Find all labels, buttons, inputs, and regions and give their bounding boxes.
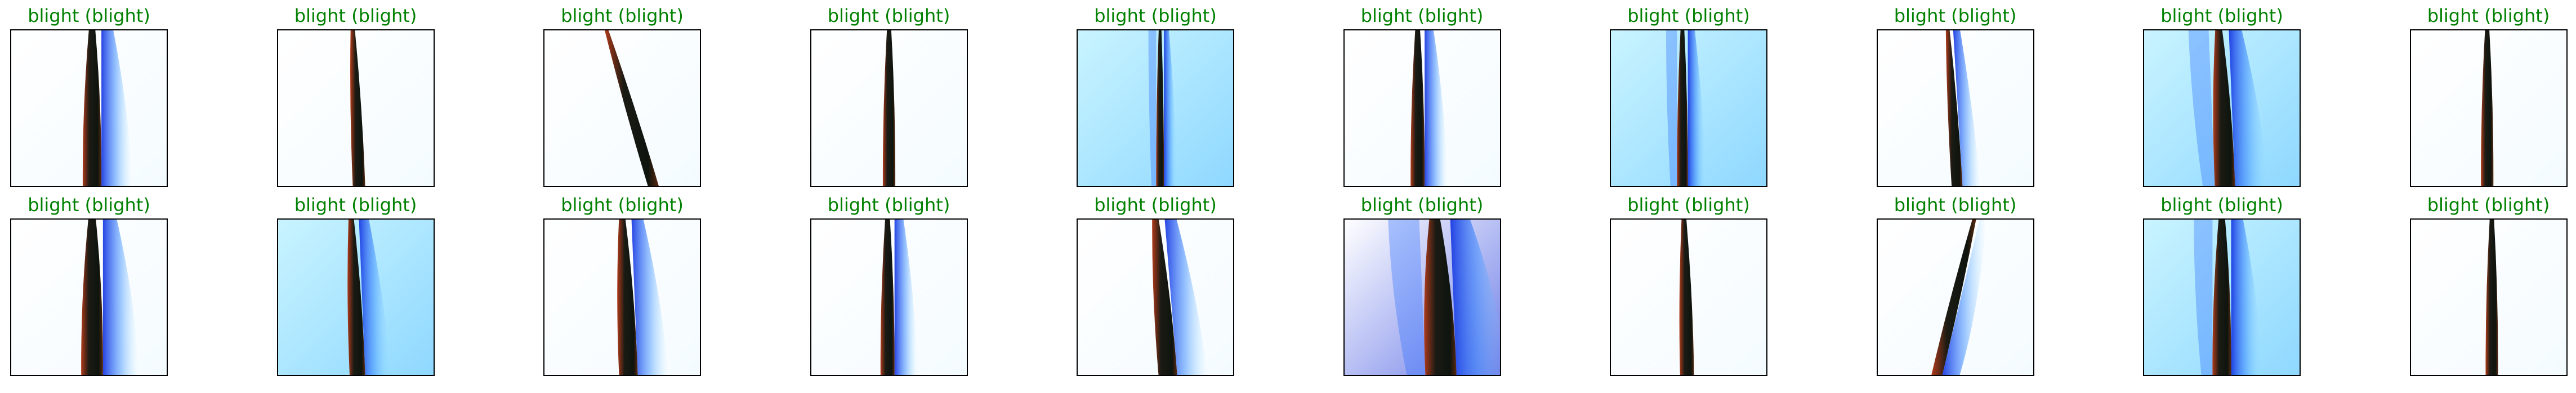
leaf-blade <box>82 30 102 186</box>
leaf-image <box>810 218 968 376</box>
leaf-blade <box>617 220 638 375</box>
leaf-shadow <box>101 30 132 186</box>
leaf-image <box>276 218 435 376</box>
prediction-title: blight (blight) <box>294 194 417 216</box>
leaf-shadow <box>1953 30 1980 186</box>
leaf-shadow <box>1687 30 1706 186</box>
prediction-title: blight (blight) <box>827 5 950 26</box>
prediction-title: blight (blight) <box>1894 194 2017 216</box>
leaf-image <box>2409 218 2568 376</box>
leaf-image <box>1077 218 1234 376</box>
image-background <box>544 30 700 186</box>
prediction-title: blight (blight) <box>294 5 417 26</box>
leaf-blade <box>882 30 895 186</box>
leaf-shadow <box>1164 30 1177 186</box>
leaf-image <box>2143 29 2301 187</box>
leaf-shadow <box>631 220 668 375</box>
leaf-shadow <box>2231 220 2261 375</box>
leaf-image <box>2143 218 2301 376</box>
leaf-blade <box>1423 220 1457 375</box>
prediction-title: blight (blight) <box>28 194 150 216</box>
leaf-blade <box>347 220 365 375</box>
leaf-image <box>1610 218 1767 376</box>
prediction-title: blight (blight) <box>2427 194 2550 216</box>
leaf-shadow <box>1942 220 1986 375</box>
leaf-blade <box>1679 220 1694 375</box>
leaf-image <box>10 29 168 187</box>
leaf-image <box>1876 218 2034 376</box>
prediction-title: blight (blight) <box>2160 194 2283 216</box>
leaf-image <box>1876 29 2034 187</box>
leaf-blade <box>2480 30 2493 186</box>
leaf-shadow <box>1148 30 1157 186</box>
leaf-shadow <box>2229 30 2267 186</box>
leaf-shadow <box>2188 30 2215 186</box>
image-background <box>1078 30 1233 186</box>
prediction-title: blight (blight) <box>28 5 150 26</box>
prediction-title: blight (blight) <box>1360 5 1484 26</box>
prediction-title: blight (blight) <box>561 194 684 216</box>
leaf-image <box>1343 218 1501 376</box>
leaf-shadow <box>2194 220 2213 375</box>
leaf-shadow <box>1450 220 1500 375</box>
leaf-image <box>2409 29 2568 187</box>
leaf-image <box>10 218 168 376</box>
leaf-blade <box>880 220 895 375</box>
leaf-blade <box>605 30 659 186</box>
leaf-shadow <box>894 220 917 375</box>
prediction-title: blight (blight) <box>1627 194 1750 216</box>
prediction-title: blight (blight) <box>1360 194 1484 216</box>
leaf-image <box>1343 29 1501 187</box>
leaf-image <box>276 29 435 187</box>
leaf-image <box>543 218 701 376</box>
prediction-title: blight (blight) <box>1094 194 1217 216</box>
leaf-shadow <box>1164 220 1207 375</box>
leaf-blade <box>1410 30 1425 186</box>
prediction-title: blight (blight) <box>561 5 684 26</box>
leaf-shadow <box>359 220 390 375</box>
prediction-title: blight (blight) <box>2160 5 2283 26</box>
leaf-blade <box>350 30 365 186</box>
leaf-blade <box>2212 220 2231 375</box>
leaf-image <box>810 29 968 187</box>
prediction-title: blight (blight) <box>1627 5 1750 26</box>
leaf-blade <box>2213 30 2235 186</box>
leaf-blade <box>81 220 103 375</box>
leaf-blade <box>2485 220 2498 375</box>
leaf-blade <box>1156 30 1164 186</box>
leaf-shadow <box>1387 220 1426 375</box>
leaf-blade <box>1945 30 1962 186</box>
leaf-blade <box>1152 220 1177 375</box>
prediction-title: blight (blight) <box>827 194 950 216</box>
leaf-shadow <box>102 220 138 375</box>
leaf-image <box>1610 29 1767 187</box>
leaf-image <box>1077 29 1234 187</box>
leaf-blade <box>1931 220 1976 375</box>
prediction-title: blight (blight) <box>2427 5 2550 26</box>
prediction-title: blight (blight) <box>1094 5 1217 26</box>
prediction-title: blight (blight) <box>1894 5 2017 26</box>
leaf-shadow <box>1424 30 1447 186</box>
leaf-blade <box>1677 30 1688 186</box>
leaf-image <box>543 29 701 187</box>
leaf-shadow <box>1666 30 1677 186</box>
